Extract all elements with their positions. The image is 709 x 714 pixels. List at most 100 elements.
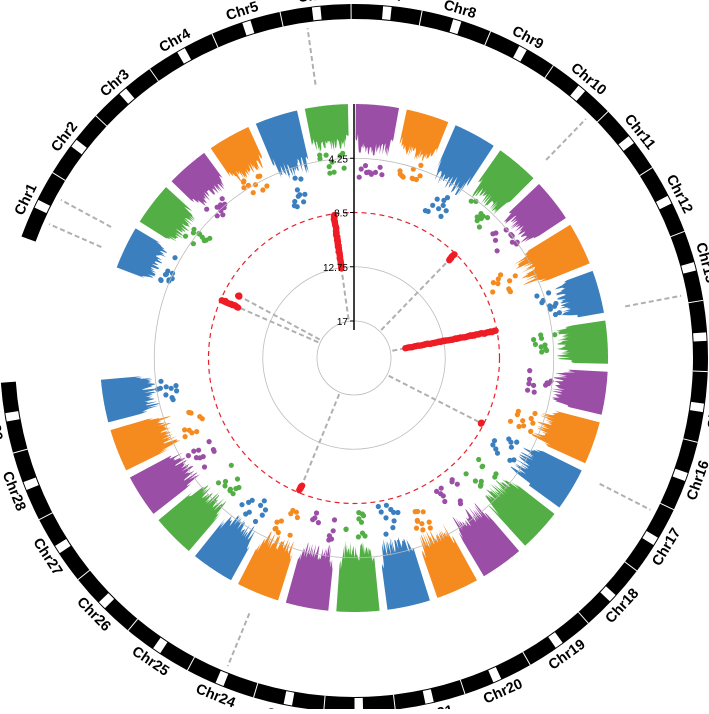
snp-point <box>473 478 478 483</box>
significant-snp-point <box>446 257 452 263</box>
snp-point <box>476 457 481 462</box>
snp-point <box>197 414 202 419</box>
snp-point <box>419 521 424 526</box>
snp-point <box>383 515 388 520</box>
snp-point <box>491 280 496 285</box>
snp-point <box>329 536 334 541</box>
snp-point <box>363 163 368 168</box>
snp-point <box>170 395 175 400</box>
manhattan-band-chr5 <box>256 111 309 179</box>
snp-point <box>534 293 539 298</box>
snp-point <box>423 208 428 213</box>
snp-point <box>327 171 332 176</box>
snp-point <box>545 380 550 385</box>
snp-point <box>194 429 199 434</box>
snp-point <box>445 195 450 200</box>
snp-point <box>220 196 225 201</box>
snp-point <box>183 434 188 439</box>
snp-point <box>480 464 485 469</box>
snp-point <box>455 482 460 487</box>
snp-point <box>415 518 420 523</box>
chromosome-marker <box>382 6 392 20</box>
snp-point <box>189 410 194 415</box>
snp-point <box>436 206 441 211</box>
signal-outer-marker <box>61 200 111 227</box>
snp-point <box>478 482 483 487</box>
snp-point <box>469 199 474 204</box>
snp-point <box>520 418 525 423</box>
snp-point <box>235 476 240 481</box>
snp-point <box>508 289 513 294</box>
radial-axis-tick-label: 12.75 <box>323 263 348 274</box>
snp-point <box>262 498 267 503</box>
snp-point <box>246 500 251 505</box>
snp-point <box>532 411 537 416</box>
snp-point <box>357 175 362 180</box>
snp-point <box>294 510 299 515</box>
signal-outer-marker <box>546 119 586 160</box>
snp-point <box>531 383 536 388</box>
snp-point <box>369 172 374 177</box>
snp-point <box>158 379 163 384</box>
snp-point <box>332 517 337 522</box>
snp-point <box>418 163 423 168</box>
snp-point <box>528 429 533 434</box>
significant-snp-point <box>299 483 305 489</box>
snp-point <box>493 446 498 451</box>
snp-point <box>441 203 446 208</box>
snp-point <box>292 203 297 208</box>
snp-point <box>260 513 265 518</box>
snp-point <box>241 178 246 183</box>
snp-point <box>251 190 256 195</box>
snp-point <box>428 525 433 530</box>
snp-point <box>314 510 319 515</box>
snp-point <box>376 504 381 509</box>
snp-point <box>390 525 395 530</box>
snp-point <box>414 526 419 531</box>
snp-point <box>521 423 526 428</box>
significant-snp-point <box>236 293 242 299</box>
snp-point <box>379 172 384 177</box>
snp-point <box>495 248 500 253</box>
snp-point <box>492 474 497 479</box>
snp-point <box>204 207 209 212</box>
snp-point <box>438 214 443 219</box>
snp-point <box>531 337 536 342</box>
snp-point <box>516 424 521 429</box>
signal-projection-line <box>389 376 482 423</box>
snp-point <box>273 526 278 531</box>
snp-point <box>356 516 361 521</box>
snp-point <box>395 510 400 515</box>
snp-point <box>260 187 265 192</box>
snp-point <box>274 520 279 525</box>
snp-point <box>207 439 212 444</box>
snp-point <box>439 486 444 491</box>
chromosome-marker <box>355 698 364 709</box>
snp-point <box>362 533 367 538</box>
snp-point <box>191 230 196 235</box>
snp-point <box>169 386 174 391</box>
snp-point <box>539 349 544 354</box>
signal-outer-marker <box>625 296 681 307</box>
manhattan-band-chr7 <box>356 104 399 157</box>
snp-point <box>490 289 495 294</box>
manhattan-band-chr1 <box>117 228 167 278</box>
snp-point <box>427 520 432 525</box>
radial-axis-tick-label: 17 <box>337 317 349 328</box>
snp-point <box>507 278 512 283</box>
manhattan-band-chr22 <box>336 541 379 612</box>
snp-point <box>508 419 513 424</box>
snp-point <box>196 448 201 453</box>
snp-point <box>538 332 543 337</box>
snp-point <box>392 518 397 523</box>
snp-point <box>493 230 498 235</box>
snp-point <box>164 272 169 277</box>
snp-point <box>548 307 553 312</box>
snp-point <box>155 387 160 392</box>
snp-point <box>222 483 227 488</box>
snp-point <box>397 168 402 173</box>
snp-point <box>295 515 300 520</box>
snp-point <box>258 503 263 508</box>
snp-point <box>493 238 498 243</box>
